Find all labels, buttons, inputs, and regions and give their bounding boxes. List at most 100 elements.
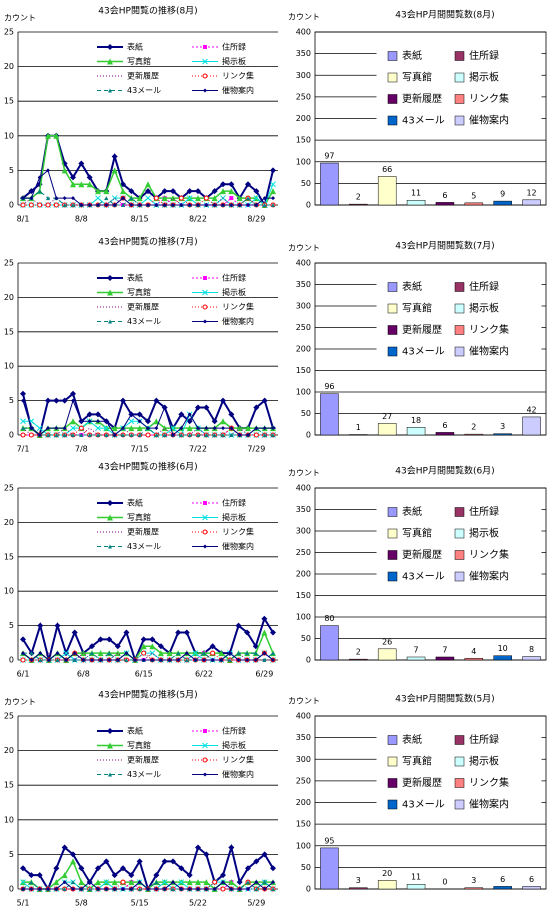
y-tick-label: 50	[301, 409, 311, 418]
y-tick-label: 10	[4, 815, 14, 824]
legend-swatch	[454, 51, 465, 61]
point	[112, 203, 117, 207]
bar	[464, 887, 484, 890]
point	[137, 419, 142, 424]
point	[186, 418, 193, 425]
y-tick-label: 400	[296, 712, 311, 721]
point	[220, 188, 226, 195]
x-tick-label: 5/8	[75, 899, 88, 908]
point	[104, 419, 109, 424]
bar	[464, 433, 484, 436]
point	[228, 411, 235, 418]
point	[236, 658, 241, 662]
legend-swatch	[387, 735, 398, 745]
legend-label: 43メール	[402, 800, 445, 811]
legend-marker	[202, 73, 208, 79]
point	[186, 872, 193, 879]
value-label: 6	[442, 421, 447, 430]
point	[29, 426, 34, 431]
point	[210, 650, 216, 656]
point	[123, 629, 130, 636]
point	[78, 425, 84, 431]
point	[62, 880, 67, 885]
point	[64, 658, 69, 662]
point	[120, 879, 126, 885]
point	[229, 203, 234, 207]
point	[195, 195, 201, 202]
point	[104, 887, 109, 891]
point	[21, 196, 25, 201]
point	[212, 203, 217, 207]
legend-label: 表紙	[127, 726, 143, 736]
point	[253, 658, 258, 662]
point	[196, 203, 200, 207]
value-label: 18	[411, 416, 421, 425]
y-tick-label: 10	[4, 131, 14, 140]
x-tick-label: 6/22	[195, 670, 213, 679]
point	[183, 629, 190, 636]
point	[153, 872, 160, 879]
legend-swatch	[454, 735, 465, 745]
point	[254, 880, 259, 885]
point	[103, 188, 110, 195]
series-line	[22, 652, 273, 661]
point	[70, 418, 76, 425]
x-tick-label: 8/1	[17, 215, 30, 224]
point	[28, 188, 35, 195]
point	[71, 196, 75, 201]
bar	[406, 427, 426, 436]
point	[28, 872, 35, 879]
legend-label: 表紙	[402, 49, 422, 62]
point	[219, 658, 224, 662]
legend-label: 住所録	[469, 49, 499, 62]
point	[262, 426, 267, 431]
point	[140, 636, 147, 643]
point	[120, 865, 126, 872]
point	[61, 844, 68, 851]
series-line	[23, 652, 274, 661]
bar	[493, 433, 512, 436]
point	[124, 658, 129, 662]
point	[111, 195, 118, 201]
y-axis-label: カウント	[4, 14, 36, 23]
point	[128, 872, 135, 879]
bar	[320, 393, 339, 436]
point	[221, 426, 225, 431]
point	[72, 658, 77, 662]
x-tick-label: 6/8	[77, 670, 90, 679]
point	[20, 657, 26, 663]
point	[62, 196, 67, 201]
series-line	[22, 843, 274, 892]
point	[20, 865, 26, 872]
point	[178, 411, 185, 418]
point	[154, 887, 159, 891]
point	[246, 203, 250, 207]
point	[262, 880, 267, 885]
point	[237, 433, 242, 437]
point	[271, 196, 275, 201]
point	[81, 658, 86, 662]
point	[228, 188, 235, 195]
y-tick-label: 250	[296, 92, 311, 101]
point	[87, 880, 92, 885]
point	[254, 426, 259, 431]
point	[61, 872, 68, 879]
point	[96, 433, 100, 437]
point	[162, 887, 167, 891]
point	[211, 418, 218, 425]
point	[170, 858, 176, 865]
y-tick-label: 10	[4, 362, 14, 371]
bar	[435, 202, 455, 206]
point	[46, 196, 50, 201]
x-tick-label: 6/29	[255, 670, 273, 679]
point	[111, 425, 118, 432]
legend-label: 写真館	[127, 56, 151, 66]
point	[37, 175, 42, 180]
point	[36, 872, 43, 879]
legend-label: 表紙	[402, 733, 422, 746]
y-tick-label: 25	[4, 484, 14, 493]
chart-title: 43会HP月間閲覧数(8月)	[395, 9, 494, 21]
point	[271, 658, 275, 662]
point	[71, 629, 78, 636]
bar	[435, 432, 455, 436]
